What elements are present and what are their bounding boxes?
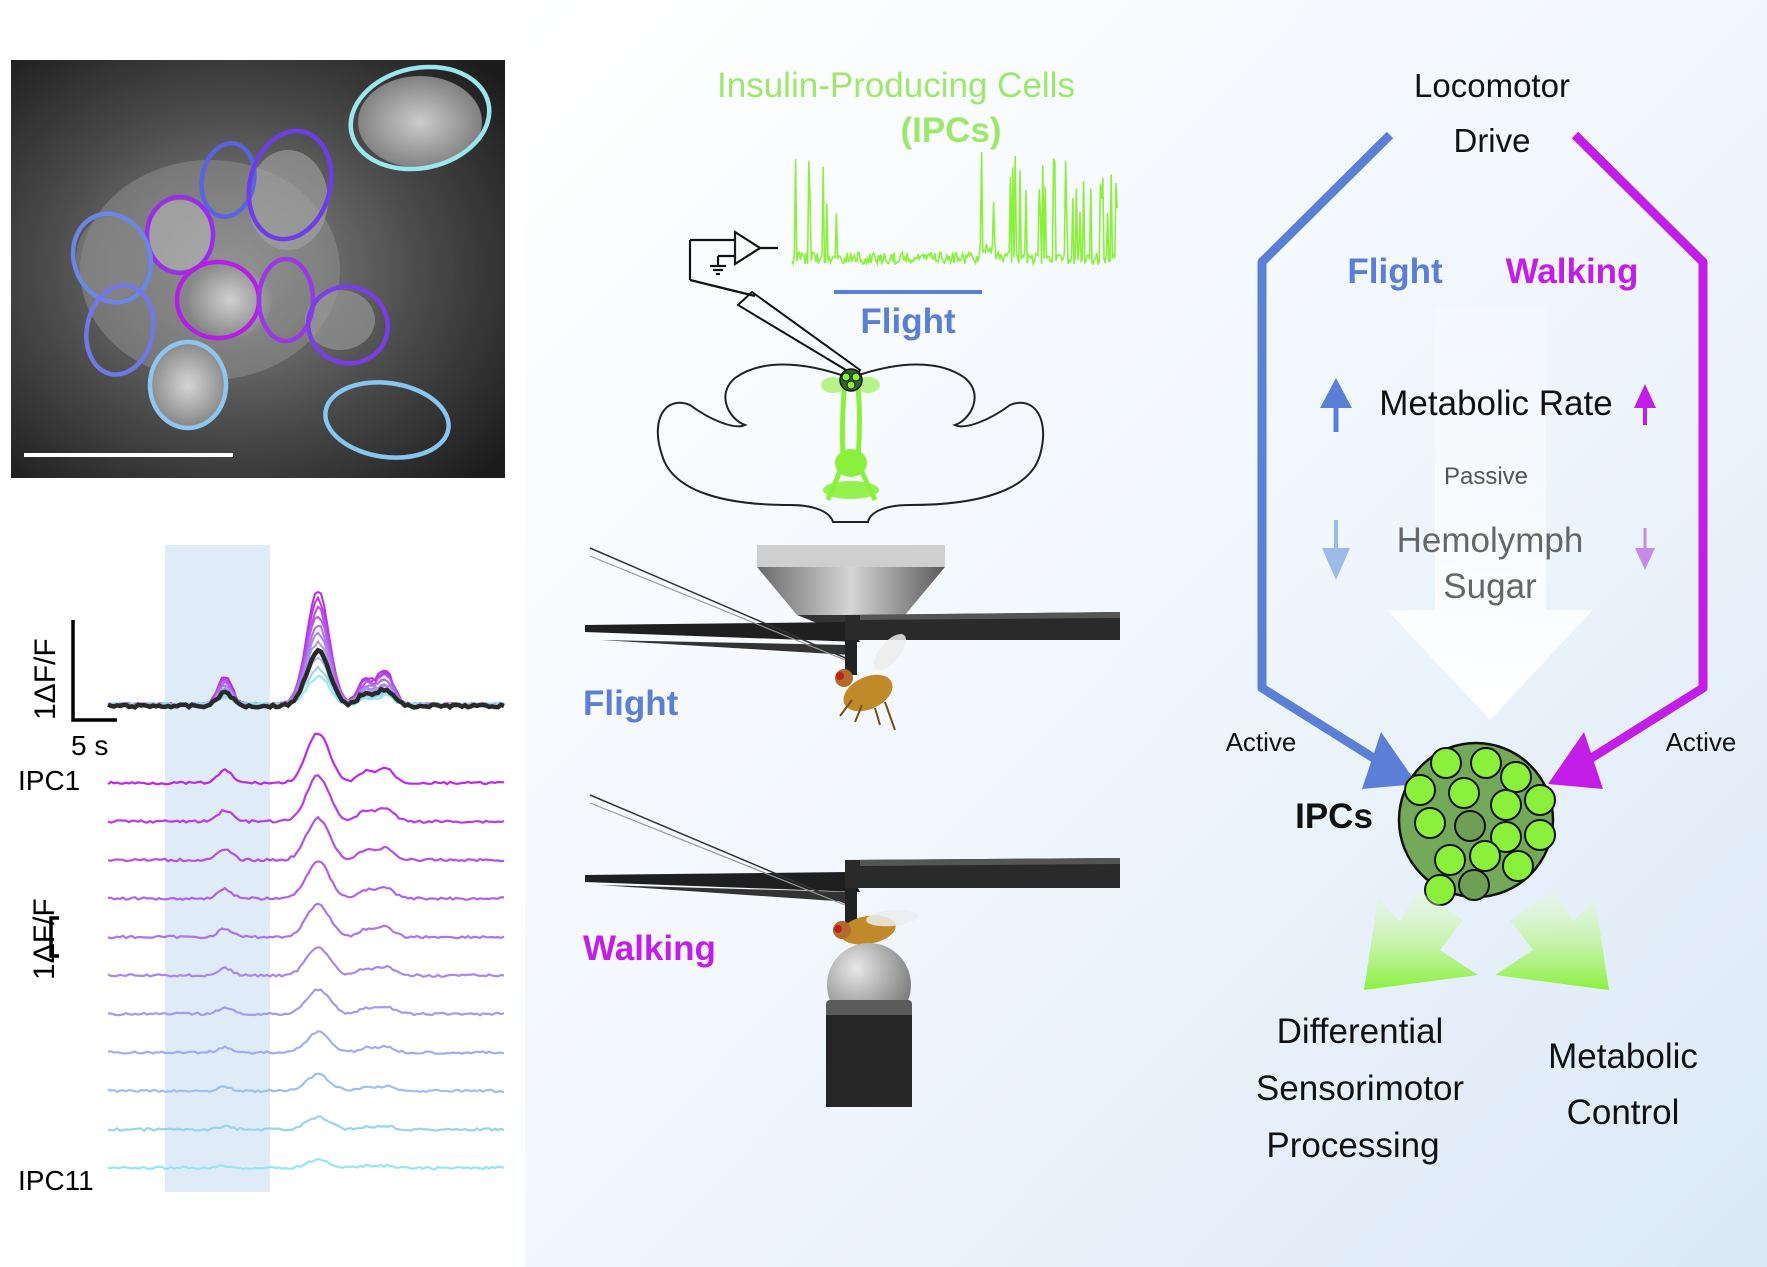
traces [107, 590, 505, 1171]
ipc-cell [1434, 844, 1466, 876]
ipc-cell [1490, 789, 1522, 821]
ipc-cell [1448, 777, 1480, 809]
ipc-cell [1469, 840, 1501, 872]
stacked-trace [107, 1072, 505, 1094]
ipc-cell [1524, 784, 1556, 816]
hemolymph-down-arrow-magenta [1635, 528, 1655, 570]
setup-flight-label: Flight [583, 684, 679, 723]
ephys-trace [791, 151, 1118, 267]
hemolymph-line2: Sugar [1443, 567, 1537, 606]
scale-bar-bottom [49, 916, 59, 958]
metabolic-rate-label: Metabolic Rate [1379, 384, 1612, 423]
scale-label-dff-2: 1ΔF/F [28, 898, 61, 980]
ipc11-label: IPC11 [18, 1165, 94, 1196]
active-right-label: Active [1666, 727, 1737, 757]
locomotor-line1: Locomotor [1414, 67, 1570, 104]
ipc1-label: IPC1 [18, 765, 80, 796]
passive-label: Passive [1444, 463, 1528, 490]
metabolic-up-arrow-magenta [1634, 384, 1656, 425]
stacked-trace [107, 815, 505, 863]
ipc-cell [1524, 819, 1556, 851]
output-arrow-left [1364, 890, 1478, 990]
stacked-trace [108, 988, 505, 1017]
flight-period-shading [165, 545, 270, 1192]
flight-pathway-line [1257, 131, 1394, 766]
flight-bar-label: Flight [860, 302, 956, 341]
hemolymph-down-arrow-blue [1322, 520, 1350, 580]
walking-pathway-line [1571, 131, 1708, 766]
output-right-line1: Metabolic [1548, 1037, 1698, 1076]
ipc-cell [1490, 821, 1522, 853]
stacked-trace [107, 946, 505, 978]
stacked-trace [107, 732, 505, 786]
output-left-line2: Sensorimotor [1256, 1069, 1464, 1108]
ipc-cell [1458, 869, 1490, 901]
output-left-line3: Processing [1266, 1126, 1439, 1165]
walking-pathway-arrowhead [1548, 732, 1603, 789]
output-arrow-right [1495, 890, 1609, 990]
stacked-trace [107, 1030, 505, 1055]
ipc-cell [1454, 810, 1486, 842]
output-left-line1: Differential [1277, 1012, 1444, 1051]
metabolic-up-arrow-blue [1320, 378, 1352, 432]
active-left-label: Active [1226, 727, 1297, 757]
ipc-title-line1: Insulin-Producing Cells [717, 66, 1075, 105]
output-right-line2: Control [1567, 1093, 1680, 1132]
locomotor-line2: Drive [1453, 122, 1530, 159]
flight-pathway-arrowhead [1362, 732, 1417, 789]
scale-bar-top [71, 620, 117, 722]
stacked-trace [107, 1115, 505, 1133]
passive-white-arrow [1387, 308, 1593, 720]
mean-trace [107, 647, 505, 711]
stacked-trace [107, 902, 505, 940]
ipc-neurons-in-brain [821, 368, 880, 501]
brain-outline [656, 363, 1045, 523]
microscopy-image [11, 60, 505, 478]
stacked-trace [107, 773, 505, 825]
roi-outlines [70, 64, 492, 460]
branch-flight-label: Flight [1347, 252, 1443, 291]
stacked-trace [107, 860, 505, 902]
amplifier-symbol [688, 229, 778, 298]
ipc-cell [1404, 774, 1436, 806]
setup-walking-label: Walking [583, 929, 716, 968]
recording-pipette [736, 290, 862, 378]
ipc-cell [1502, 850, 1534, 882]
ipc-cell [1470, 747, 1502, 779]
ipc-cluster [1397, 741, 1556, 906]
walking-setup [585, 794, 1120, 1107]
ipc-cell [1500, 761, 1532, 793]
hemolymph-line1: Hemolymph [1397, 521, 1584, 560]
stacked-trace [107, 1157, 505, 1171]
ipc-title-line2: (IPCs) [900, 111, 1001, 150]
ipc-cell [1414, 807, 1446, 839]
ipc-cell [1430, 747, 1462, 779]
branch-walking-label: Walking [1506, 252, 1639, 291]
flight-setup [585, 545, 1120, 731]
scale-label-dff-1: 1ΔF/F [29, 638, 62, 720]
ipcs-label: IPCs [1295, 797, 1373, 836]
scale-label-time: 5 s [71, 730, 108, 761]
